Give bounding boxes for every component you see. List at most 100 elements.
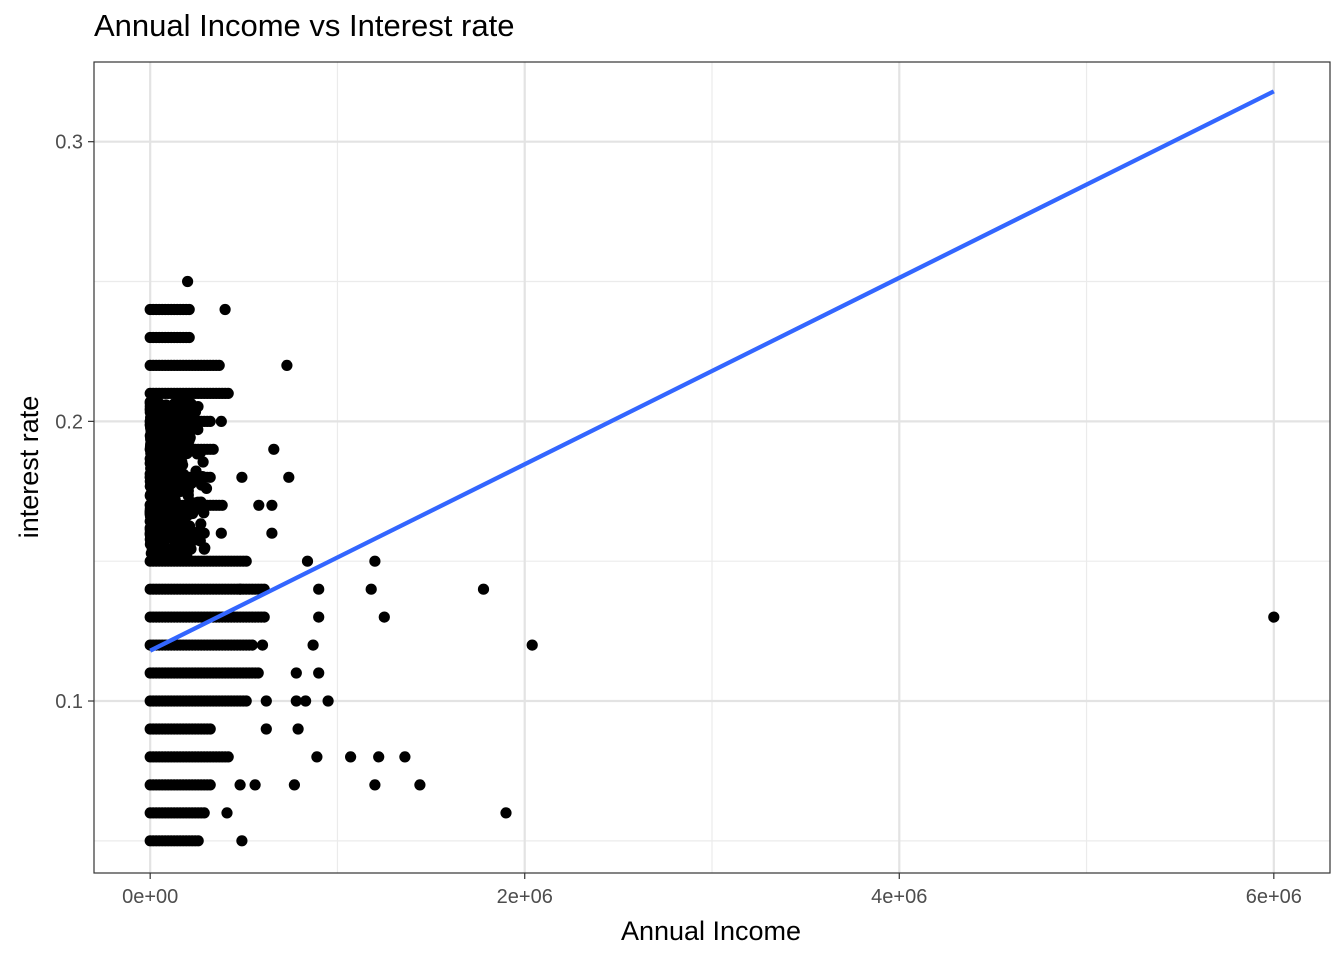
data-point (195, 518, 207, 530)
data-point (144, 522, 156, 534)
data-point (200, 482, 213, 494)
data-point (246, 639, 258, 651)
data-point (290, 695, 302, 707)
data-point (144, 505, 157, 517)
data-point (290, 667, 302, 679)
data-points (144, 275, 1280, 847)
data-point (169, 421, 181, 433)
data-point (281, 359, 293, 371)
x-tick-label: 2e+06 (497, 886, 553, 908)
data-point (173, 402, 185, 414)
data-point (283, 471, 295, 483)
data-point (322, 695, 334, 707)
data-point (300, 695, 312, 707)
data-point (177, 427, 189, 439)
data-point (165, 460, 177, 472)
data-point (313, 611, 325, 623)
data-point (1268, 611, 1280, 623)
x-tick-label: 0e+00 (122, 886, 178, 908)
data-point (156, 465, 169, 477)
x-tick-label: 4e+06 (871, 886, 927, 908)
data-point (234, 583, 246, 595)
data-point (204, 779, 216, 791)
data-point (365, 583, 377, 595)
data-point (198, 807, 210, 819)
data-point (258, 611, 270, 623)
data-point (500, 807, 512, 819)
grid-lines (94, 62, 1330, 873)
data-point (215, 527, 227, 539)
data-point (204, 415, 216, 427)
data-point (198, 543, 210, 555)
data-point (414, 779, 426, 791)
data-point (266, 499, 278, 511)
data-point (222, 751, 234, 763)
chart-title: Annual Income vs Interest rate (94, 8, 515, 43)
x-axis-title: Annual Income (621, 916, 801, 946)
data-point (145, 417, 157, 429)
y-axis-title: interest rate (14, 396, 44, 539)
data-point (194, 535, 206, 547)
data-point (145, 454, 157, 466)
data-point (207, 443, 219, 455)
data-point (268, 443, 280, 455)
data-point (183, 331, 195, 344)
data-point (307, 639, 319, 651)
data-point (183, 303, 195, 316)
data-point (153, 517, 165, 529)
y-tick-label: 0.2 (55, 411, 83, 433)
data-point (169, 481, 181, 494)
data-point (156, 504, 168, 516)
data-point (188, 505, 200, 517)
data-point (198, 507, 210, 519)
data-point (369, 555, 381, 567)
data-point (162, 445, 174, 457)
data-point (222, 387, 234, 399)
data-point (260, 695, 272, 707)
data-point (165, 528, 177, 540)
data-point (215, 415, 227, 427)
data-point (373, 751, 385, 763)
trend-line-group (149, 89, 1275, 653)
data-point (221, 807, 233, 819)
data-point (191, 448, 203, 460)
data-point (178, 479, 190, 492)
data-point (288, 779, 300, 791)
data-point (240, 695, 252, 707)
data-point (249, 779, 261, 791)
data-point (154, 539, 166, 551)
data-point (234, 779, 246, 791)
x-tick-label: 6e+06 (1246, 886, 1302, 908)
data-point (311, 751, 323, 763)
data-point (240, 555, 252, 567)
data-point (195, 496, 207, 508)
data-point (219, 303, 231, 316)
data-point (204, 723, 216, 735)
data-point (192, 835, 204, 847)
data-point (526, 639, 538, 651)
data-point (313, 583, 325, 595)
data-point (345, 751, 357, 763)
data-point (180, 539, 192, 552)
data-point (178, 468, 190, 481)
data-point (152, 490, 164, 502)
data-point (190, 465, 202, 477)
data-point (253, 499, 265, 511)
data-point (266, 527, 278, 539)
data-point (148, 471, 160, 483)
data-point (369, 779, 381, 791)
data-point (252, 667, 264, 679)
data-point (477, 583, 490, 595)
data-point (153, 528, 165, 540)
data-point (197, 456, 209, 468)
regression-line (149, 89, 1275, 653)
data-point (399, 751, 411, 763)
data-point (179, 500, 191, 512)
data-point (236, 835, 248, 847)
data-point (292, 723, 304, 735)
axes: 0e+00 2e+06 4e+06 6e+06 0.1 0.2 0.3 (55, 132, 1302, 908)
data-point (176, 456, 188, 468)
data-point (313, 667, 325, 679)
data-point (213, 359, 225, 371)
